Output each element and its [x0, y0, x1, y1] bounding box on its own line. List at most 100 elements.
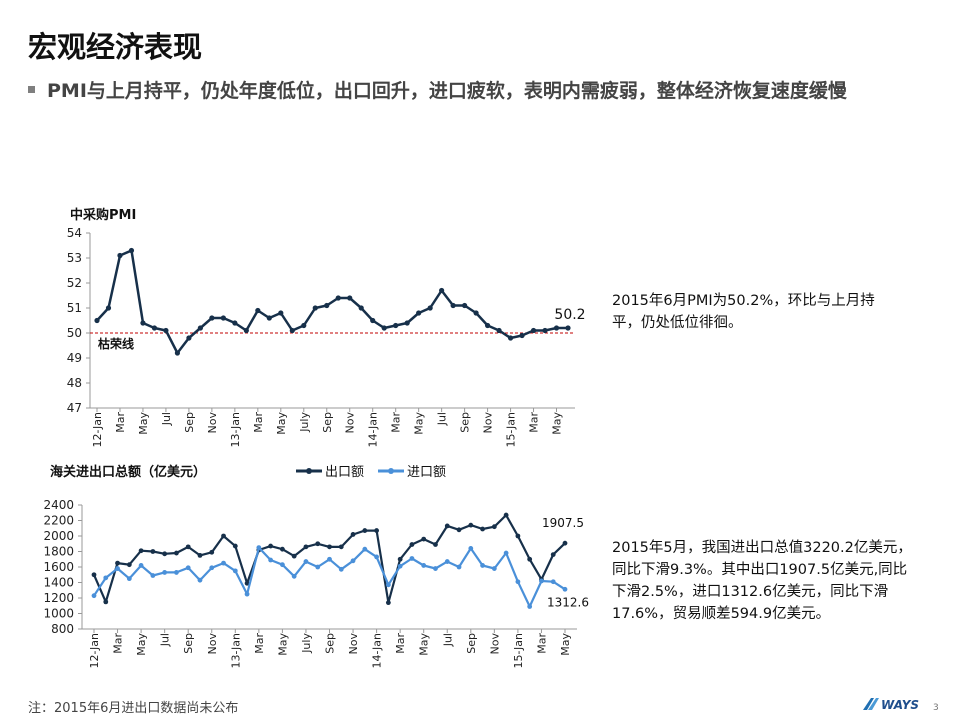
y-tick-label: 1200 [43, 591, 74, 605]
x-tick-label: 14-Jan [367, 412, 380, 448]
pmi-chart: 47 48 49 50 51 52 53 54 12-Jan Mar May Jul Sep Nov 13-… [67, 226, 586, 448]
data-point [105, 305, 112, 311]
data-point [232, 320, 238, 326]
x-tick-label: Sep [324, 633, 337, 654]
data-point [480, 526, 485, 532]
data-point [150, 549, 156, 554]
data-point [421, 536, 427, 542]
series-line-0 [96, 249, 568, 355]
data-point [515, 533, 521, 539]
data-point [370, 317, 376, 324]
x-tick-label: Jul [160, 412, 173, 426]
y-tick-label: 2400 [43, 498, 74, 512]
x-tick-label: 13-Jan [229, 633, 242, 669]
data-point [444, 523, 450, 529]
data-point [362, 546, 368, 552]
y-tick-label: 52 [67, 276, 82, 290]
data-point [117, 252, 123, 259]
data-point [327, 544, 332, 550]
data-point [439, 287, 445, 294]
trade-comment: 2015年5月，我国进出口总值3220.2亿美元，同比下滑9.3%。其中出口19… [612, 540, 912, 622]
data-point [94, 317, 100, 324]
data-point [542, 327, 548, 334]
data-point [397, 556, 403, 562]
x-tick-label: Sep [183, 412, 196, 433]
x-tick-label: Jul [441, 633, 454, 647]
x-tick-label: 12-Jan [91, 412, 104, 448]
data-point [562, 540, 568, 546]
data-point [527, 556, 533, 562]
data-point [209, 549, 215, 555]
data-point [456, 564, 462, 570]
data-point [163, 327, 169, 334]
data-point [338, 566, 344, 572]
data-point [433, 566, 438, 571]
data-point [151, 325, 158, 331]
data-point [491, 566, 497, 571]
x-tick-label: May [559, 633, 572, 656]
y-tick-label: 1400 [43, 576, 74, 590]
x-tick-label: Sep [321, 412, 334, 433]
pmi-chart-title: 中采购PMI [70, 207, 136, 223]
data-point [397, 563, 403, 569]
data-point [456, 527, 462, 533]
data-point [550, 579, 556, 585]
data-point [140, 320, 146, 326]
data-point [315, 541, 321, 547]
data-point [404, 320, 410, 326]
x-tick-label: Jul [436, 412, 449, 426]
legend-export-label: 出口额 [325, 465, 364, 480]
x-tick-label: Mar [114, 412, 127, 433]
x-tick-label: Nov [206, 412, 219, 434]
data-point [515, 579, 521, 585]
data-point [209, 565, 215, 571]
data-point [185, 565, 191, 571]
data-point [565, 325, 571, 331]
data-point [280, 562, 285, 568]
data-point [197, 325, 203, 331]
x-tick-label: Nov [344, 412, 357, 434]
data-point [347, 295, 353, 301]
x-tick-label: Jul [159, 633, 172, 647]
data-point [530, 327, 537, 334]
last-value-label: 1907.5 [542, 516, 584, 530]
x-tick-label: Sep [465, 633, 478, 654]
data-point [350, 532, 356, 537]
last-value-label: 1312.6 [547, 595, 589, 609]
data-point [289, 327, 295, 334]
trade-legend: 出口额 进口额 [296, 465, 446, 480]
x-tick-label: Mar [252, 412, 265, 433]
data-point [266, 315, 272, 321]
y-tick-label: 50 [67, 326, 82, 340]
data-point [496, 327, 502, 334]
legend-import-marker [388, 468, 394, 474]
data-point [358, 305, 364, 311]
data-point [539, 578, 544, 584]
y-tick-label: 800 [51, 622, 74, 636]
x-tick-label: May [275, 412, 288, 435]
ways-logo: WAYS [863, 698, 919, 712]
data-point [138, 548, 144, 554]
x-tick-label: Mar [112, 633, 125, 654]
y-tick-label: 1000 [43, 607, 74, 621]
data-point [91, 572, 97, 578]
data-point [174, 570, 179, 575]
data-point [312, 305, 318, 311]
data-point [268, 543, 274, 549]
data-point [468, 522, 474, 528]
data-point [324, 302, 330, 309]
page-subtitle: PMI与上月持平，仍处年度低位，出口回升，进口疲软，表明内需疲弱，整体经济恢复速… [28, 78, 928, 105]
data-point [338, 544, 344, 550]
data-point [315, 564, 321, 570]
legend-import-label: 进口额 [407, 465, 446, 480]
data-point [232, 568, 238, 574]
data-point [303, 559, 309, 564]
x-tick-label: Nov [347, 633, 360, 655]
pmi-comment: 2015年6月PMI为50.2%，环比与上月持平，仍处低位徘徊。 [612, 293, 875, 331]
x-tick-label: 15-Jan [512, 633, 525, 669]
data-point [150, 573, 156, 578]
data-point [103, 575, 109, 581]
x-tick-label: Nov [206, 633, 219, 655]
data-point [491, 524, 497, 530]
data-point [427, 305, 433, 311]
